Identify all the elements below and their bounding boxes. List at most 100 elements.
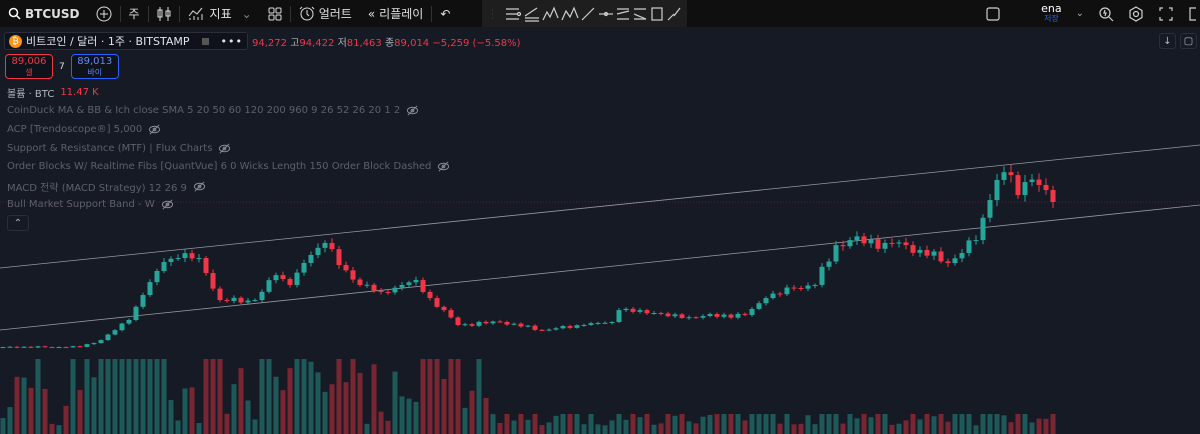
divider <box>178 5 180 22</box>
volume-bar <box>455 359 461 434</box>
layout-square-icon[interactable] <box>985 6 1001 22</box>
pitchfork-icon[interactable] <box>504 6 522 22</box>
volume-bar <box>938 414 944 434</box>
eye-hidden-icon[interactable] <box>193 180 206 193</box>
path-icon[interactable] <box>666 6 682 22</box>
maximize-pane-button[interactable]: ▢ <box>1180 33 1197 49</box>
eye-hidden-icon[interactable] <box>148 123 161 136</box>
alert-button[interactable]: 얼러트 <box>291 0 360 27</box>
volume-bar <box>994 414 1000 434</box>
volume-bar <box>518 414 524 434</box>
indicator-row[interactable]: MACD 전략 (MACD Strategy) 12 26 9 <box>7 179 206 194</box>
volume-bar <box>910 414 916 434</box>
parallel-channel-icon[interactable] <box>615 6 631 22</box>
compare-symbol-button[interactable] <box>88 0 120 27</box>
maximize-icon: ▢ <box>1183 35 1194 47</box>
settings-icon[interactable] <box>1128 5 1144 22</box>
candle-body <box>357 279 363 285</box>
indicators-button[interactable]: 지표 ⌄ <box>180 0 260 27</box>
horizontal-ray-icon[interactable] <box>598 6 614 22</box>
snapshot-icon[interactable] <box>1188 6 1196 22</box>
symbol-title-box[interactable]: ₿ 비트코인 / 달러 · 1주 · BITSTAMP ••• <box>4 32 248 50</box>
undo-button[interactable]: ↶ <box>432 0 458 27</box>
volume-bar <box>189 387 195 434</box>
volume-bar <box>273 376 279 434</box>
candles-icon <box>157 6 171 21</box>
volume-bar <box>231 384 237 434</box>
indicator-label: CoinDuck MA & BB & Ich close SMA 5 20 50… <box>7 105 401 116</box>
candle-body <box>980 217 986 241</box>
eye-hidden-icon[interactable] <box>161 198 174 211</box>
indicator-row[interactable]: Bull Market Support Band - W <box>7 198 174 211</box>
volume-bar <box>357 372 363 434</box>
candle-body <box>686 317 692 319</box>
quick-search-icon[interactable] <box>1098 6 1114 22</box>
collapse-legend-button[interactable]: ⌃ <box>7 215 29 231</box>
candle-body <box>273 275 279 281</box>
volume-bar <box>476 359 482 434</box>
buy-label: 바이 <box>87 67 103 77</box>
volume-bar <box>224 413 230 434</box>
chevron-down-icon: ⌄ <box>241 6 252 21</box>
chevron-down-icon[interactable]: ⌄ <box>1075 8 1084 19</box>
chart-type-button[interactable] <box>149 0 179 27</box>
volume-bar <box>35 359 41 434</box>
candle-body <box>763 298 769 304</box>
volume-bar <box>854 418 860 434</box>
volume-bar <box>595 424 601 434</box>
volume-bar <box>21 377 27 434</box>
candle-body <box>147 282 153 296</box>
regression-trend-icon[interactable] <box>632 6 648 22</box>
save-layout-button[interactable]: ena 저장 <box>1041 3 1061 24</box>
indicator-row[interactable]: ACP [Trendoscope®] 5,000 <box>7 123 161 136</box>
interval-button[interactable]: 주 <box>121 0 148 27</box>
candle-body <box>1015 175 1021 196</box>
elliott-wave-icon[interactable] <box>542 5 560 22</box>
replay-button[interactable]: «리플레이 <box>360 0 432 27</box>
indicator-row[interactable]: CoinDuck MA & BB & Ich close SMA 5 20 50… <box>7 104 419 117</box>
candle-body <box>266 280 272 292</box>
trade-panel: 89,006 셀 7 89,013 바이 <box>5 54 119 79</box>
volume-bar <box>651 424 657 434</box>
buy-button[interactable]: 89,013 바이 <box>70 54 119 79</box>
volume-bar <box>301 359 307 434</box>
eye-hidden-icon[interactable] <box>437 160 450 173</box>
fib-retracement-icon[interactable] <box>523 6 541 22</box>
volume-bar <box>742 420 748 434</box>
volume-bar <box>686 421 692 434</box>
sell-button[interactable]: 89,006 셀 <box>5 54 53 79</box>
candle-body <box>329 242 335 250</box>
indicator-row[interactable]: Support & Resistance (MTF) | Flux Charts <box>7 142 231 155</box>
candle-body <box>217 288 223 301</box>
divider <box>119 5 121 22</box>
volume-bar <box>630 414 636 434</box>
candle-body <box>399 284 405 288</box>
candle-body <box>455 317 461 326</box>
indicator-row[interactable]: Order Blocks W/ Realtime Fibs [QuantVue]… <box>7 160 450 173</box>
candle-body <box>588 323 594 326</box>
more-icon[interactable]: ••• <box>220 34 243 48</box>
price-chart[interactable] <box>0 27 1200 434</box>
rectangle-icon[interactable] <box>649 6 665 22</box>
drag-handle-icon[interactable] <box>487 6 503 22</box>
trend-line-icon[interactable] <box>580 6 596 22</box>
candle-body <box>14 346 20 348</box>
symbol-search-button[interactable]: BTCUSD <box>0 0 88 27</box>
indicators-label: 지표 <box>209 7 232 21</box>
volume-bar <box>623 419 629 434</box>
volume-bar <box>749 414 755 434</box>
layouts-button[interactable] <box>260 0 290 27</box>
volume-bar <box>294 359 300 434</box>
volume-bar <box>959 414 965 434</box>
scroll-to-latest-button[interactable]: ↓ <box>1159 33 1176 49</box>
eye-hidden-icon[interactable] <box>406 104 419 117</box>
fullscreen-icon[interactable] <box>1158 6 1174 22</box>
volume-legend[interactable]: 볼륨 · BTC 11.47 K <box>7 85 99 100</box>
eye-hidden-icon[interactable] <box>218 142 231 155</box>
abcd-pattern-icon[interactable] <box>561 5 579 22</box>
volume-bar <box>119 359 125 434</box>
top-right-controls: ena 저장 ⌄ <box>985 0 1200 27</box>
volume-bar <box>7 407 13 434</box>
candle-body <box>917 249 923 253</box>
flag-icon[interactable] <box>201 37 209 45</box>
